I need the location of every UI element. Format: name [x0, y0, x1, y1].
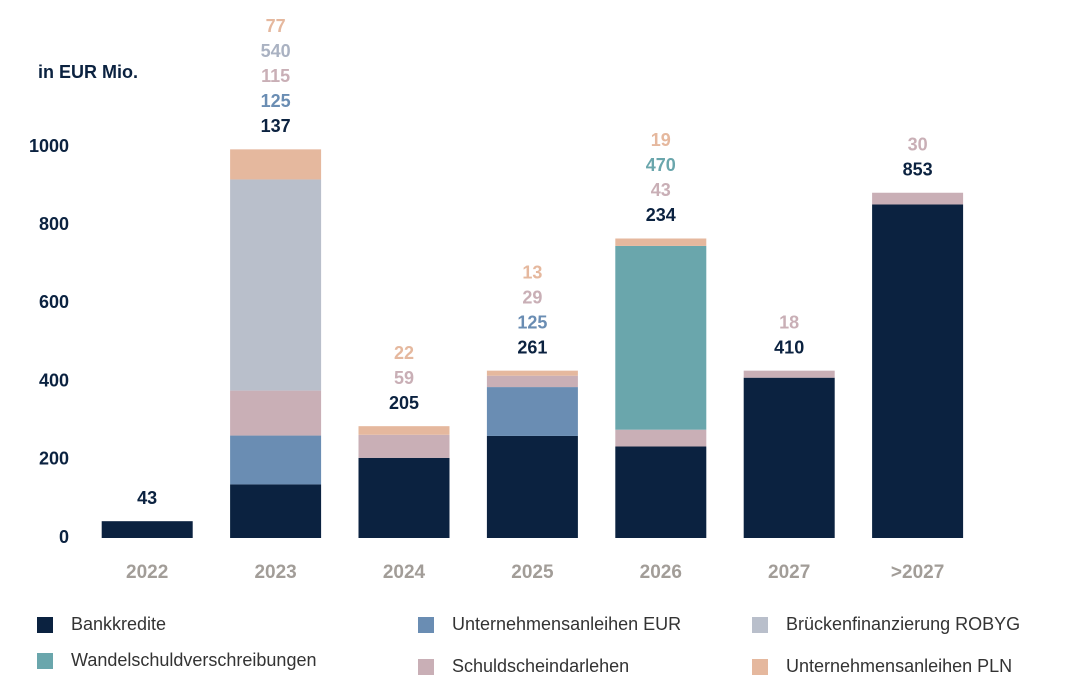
bar-segment: [615, 429, 707, 447]
data-label: 137: [261, 116, 291, 136]
data-label: 59: [394, 368, 414, 388]
data-label: 115: [261, 66, 290, 86]
y-tick-label: 400: [39, 370, 69, 390]
y-axis-label: in EUR Mio.: [38, 62, 138, 82]
x-tick-label: 2024: [383, 562, 426, 583]
bar-segment: [358, 457, 450, 538]
legend-label: Unternehmensanleihen EUR: [452, 614, 681, 634]
data-label: 19: [651, 130, 671, 150]
x-tick-label: 2026: [640, 562, 682, 583]
legend-swatch: [418, 617, 434, 633]
legend-label: Brückenfinanzierung ROBYG: [786, 614, 1020, 634]
data-label: 18: [779, 312, 799, 332]
bar-segment: [615, 446, 707, 538]
bar-segment: [230, 179, 322, 391]
legend-swatch: [37, 653, 53, 669]
bar-segment: [615, 245, 707, 430]
legend-label: Wandelschuldverschreibungen: [71, 650, 316, 670]
bar-segment: [486, 375, 578, 388]
data-label: 77: [266, 16, 286, 36]
x-tick-label: 2022: [126, 562, 168, 583]
data-label: 470: [646, 155, 676, 175]
y-tick-label: 200: [39, 449, 69, 469]
y-tick-label: 1000: [29, 136, 69, 156]
bar-segment: [872, 192, 964, 205]
legend-label: Bankkredite: [71, 614, 166, 634]
data-label: 43: [137, 488, 157, 508]
data-label: 125: [261, 91, 291, 111]
bar-segment: [358, 426, 450, 435]
data-label: 853: [903, 159, 933, 179]
data-label: 234: [646, 205, 676, 225]
bar-segment: [358, 434, 450, 458]
x-tick-label: 2023: [254, 562, 296, 583]
data-label: 125: [517, 312, 547, 332]
bar-segment: [230, 484, 322, 538]
legend-swatch: [752, 617, 768, 633]
data-label: 22: [394, 343, 414, 363]
bar-segment: [230, 390, 322, 436]
data-label: 13: [522, 262, 542, 282]
bar-segment: [743, 370, 835, 378]
y-tick-label: 800: [39, 214, 69, 234]
x-tick-label: 2027: [768, 562, 810, 583]
legend-label: Unternehmensanleihen PLN: [786, 656, 1012, 676]
legend-swatch: [37, 617, 53, 633]
bar-segment: [743, 377, 835, 538]
bar-segment: [872, 204, 964, 539]
bar-segment: [230, 149, 322, 180]
data-label: 30: [908, 134, 928, 154]
y-tick-label: 600: [39, 292, 69, 312]
bar-segment: [486, 435, 578, 538]
x-tick-label: >2027: [891, 562, 944, 583]
legend-swatch: [752, 659, 768, 675]
data-label: 261: [517, 337, 547, 357]
data-label: 29: [522, 287, 542, 307]
data-label: 540: [261, 41, 291, 61]
legend-label: Schuldscheindarlehen: [452, 656, 629, 676]
y-tick-label: 0: [59, 527, 69, 547]
data-label: 410: [774, 337, 804, 357]
data-label: 205: [389, 393, 419, 413]
bar-segment: [486, 370, 578, 376]
legend-swatch: [418, 659, 434, 675]
bar-segment: [230, 435, 322, 485]
bar-segment: [615, 238, 707, 246]
data-label: 43: [651, 180, 671, 200]
x-tick-label: 2025: [511, 562, 554, 583]
bar-segment: [101, 521, 193, 538]
bar-segment: [486, 387, 578, 436]
